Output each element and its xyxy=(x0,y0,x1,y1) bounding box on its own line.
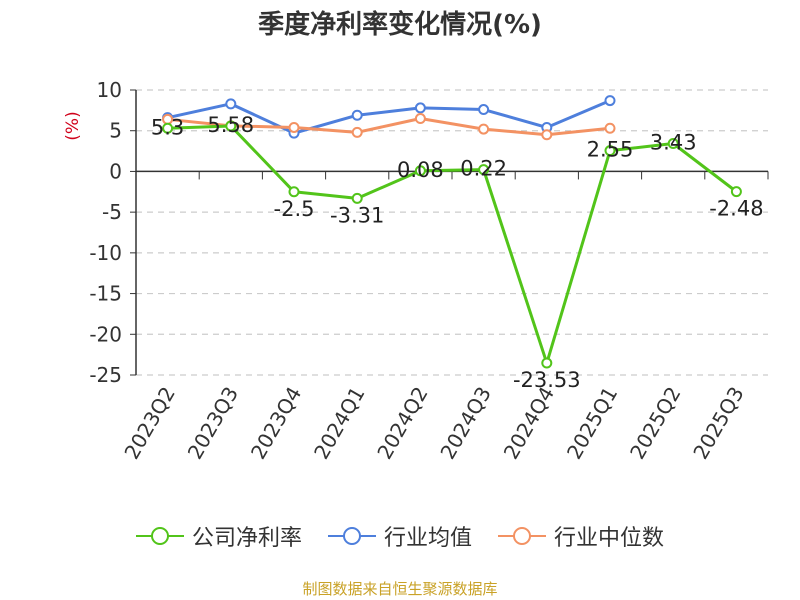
legend: 公司净利率 行业均值 行业中位数 xyxy=(0,520,800,552)
data-label: 5.3 xyxy=(151,115,184,139)
data-point-2 xyxy=(288,121,300,133)
data-point-2 xyxy=(541,129,553,141)
x-tick-label: 2023Q2 xyxy=(119,383,179,464)
x-tick-label: 2023Q3 xyxy=(183,383,243,464)
data-point-0 xyxy=(225,120,237,132)
y-tick-label: 10 xyxy=(97,78,122,102)
data-point-0 xyxy=(604,145,616,157)
legend-marker-company-net-margin xyxy=(135,527,184,545)
data-label: 5.58 xyxy=(207,113,254,137)
y-tick-label: -10 xyxy=(89,241,122,265)
y-tick-label: -25 xyxy=(89,363,122,387)
data-point-2 xyxy=(604,122,616,134)
data-point-0 xyxy=(351,192,363,204)
legend-marker-industry-mean xyxy=(327,527,376,545)
legend-item-industry-median[interactable]: 行业中位数 xyxy=(498,520,664,552)
data-label: 0.08 xyxy=(397,158,444,182)
legend-item-industry-mean[interactable]: 行业均值 xyxy=(327,520,472,552)
legend-label-company-net-margin: 公司净利率 xyxy=(191,526,302,551)
source-note: 制图数据来自恒生聚源数据库 xyxy=(302,580,498,598)
legend-label-industry-median: 行业中位数 xyxy=(554,526,665,551)
data-point-0 xyxy=(730,186,742,198)
data-label: 2.55 xyxy=(587,138,634,162)
data-point-2 xyxy=(351,126,363,138)
data-point-0 xyxy=(162,122,174,134)
data-point-0 xyxy=(541,357,553,369)
x-tick-label: 2024Q2 xyxy=(372,383,432,464)
y-tick-label: -15 xyxy=(89,282,122,306)
data-point-0 xyxy=(414,165,426,177)
x-tick-label: 2024Q1 xyxy=(309,383,369,464)
y-tick-label: -20 xyxy=(89,322,122,346)
data-point-0 xyxy=(288,186,300,198)
data-point-0 xyxy=(667,137,679,149)
data-point-1 xyxy=(478,104,490,116)
x-tick-label: 2025Q2 xyxy=(625,383,685,464)
series-line-1 xyxy=(167,99,611,135)
x-tick-label: 2023Q4 xyxy=(246,383,306,464)
data-label: -2.48 xyxy=(709,197,763,221)
y-tick-label: 5 xyxy=(109,119,122,143)
legend-marker-industry-median xyxy=(498,527,546,545)
data-point-1 xyxy=(604,95,616,107)
y-tick-label: -5 xyxy=(102,200,122,224)
series-line-0 xyxy=(167,124,738,365)
data-label: 0.22 xyxy=(460,157,507,181)
data-point-1 xyxy=(414,102,426,114)
series-line-2 xyxy=(167,117,611,137)
data-label: -23.53 xyxy=(513,368,581,392)
x-tick-label: 2024Q4 xyxy=(499,383,559,464)
y-tick-label: 0 xyxy=(109,159,122,183)
legend-label-industry-mean: 行业均值 xyxy=(383,526,472,551)
data-point-2 xyxy=(478,123,490,135)
chart-title: 季度净利率变化情况(%) xyxy=(258,10,542,40)
data-label: -3.31 xyxy=(330,203,384,227)
data-point-1 xyxy=(225,98,237,110)
data-point-2 xyxy=(414,113,426,124)
data-point-1 xyxy=(351,109,363,121)
data-label: 3.43 xyxy=(650,130,697,154)
y-axis-label: (%) xyxy=(63,111,83,140)
data-label: -2.5 xyxy=(274,197,315,221)
x-tick-label: 2025Q1 xyxy=(562,383,622,464)
data-point-0 xyxy=(478,164,490,176)
legend-item-company-net-margin[interactable]: 公司净利率 xyxy=(135,520,302,552)
x-tick-label: 2025Q3 xyxy=(688,383,748,464)
x-tick-label: 2024Q3 xyxy=(435,382,495,463)
